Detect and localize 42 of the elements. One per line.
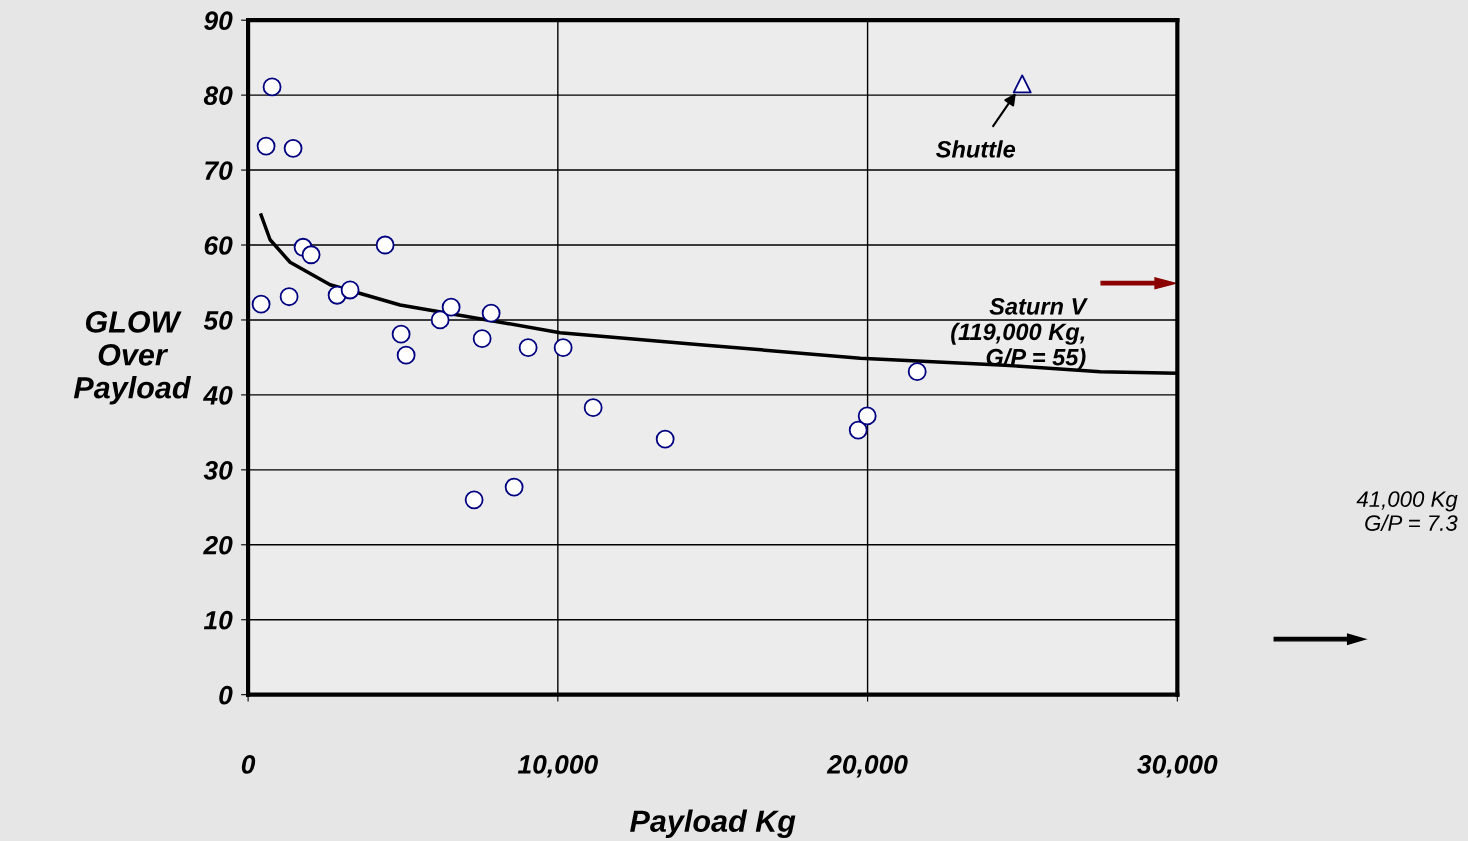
point (375, 235, 395, 255)
x-tick-label: 30,000 (1137, 755, 1218, 778)
point (391, 324, 411, 344)
point (396, 345, 416, 365)
point (262, 77, 282, 97)
y-tick-label: 90 (204, 11, 233, 31)
point (283, 138, 303, 158)
point (848, 420, 868, 440)
y-tick-label: 20 (203, 535, 233, 555)
y-tick-label: 30 (203, 460, 233, 480)
point (472, 329, 492, 349)
y-tick-label: 40 (203, 386, 233, 405)
point (583, 398, 603, 418)
x-tick-label: 0 (241, 755, 256, 774)
x-tick-label: 10,000 (517, 755, 598, 778)
y-tick-label: 0 (219, 685, 233, 705)
point (1012, 74, 1032, 94)
text: 41,000 Kg G/P = 7.3 (1356, 491, 1458, 531)
point (464, 490, 484, 510)
y-tick-label: 50 (203, 311, 233, 330)
point (279, 287, 299, 307)
point (301, 245, 321, 265)
y-tick-label: 10 (203, 610, 233, 630)
point (430, 310, 450, 330)
point (504, 477, 524, 497)
annotation: Shuttle (936, 140, 1016, 158)
point (655, 429, 675, 449)
point (518, 338, 538, 358)
point (481, 303, 501, 323)
point (251, 294, 271, 314)
point (441, 297, 461, 317)
point (553, 338, 573, 358)
point (857, 406, 877, 426)
x-tick-label: 20,000 (826, 755, 908, 778)
y-tick-label: 60 (204, 236, 233, 255)
y-axis-title: GLOW Over Payload (73, 311, 192, 405)
y-tick-label: 70 (205, 161, 233, 180)
y-tick-label: 80 (203, 86, 233, 105)
x-axis-title: Payload Kg (630, 809, 796, 839)
point (256, 136, 276, 156)
point (340, 280, 360, 300)
point (907, 362, 927, 382)
